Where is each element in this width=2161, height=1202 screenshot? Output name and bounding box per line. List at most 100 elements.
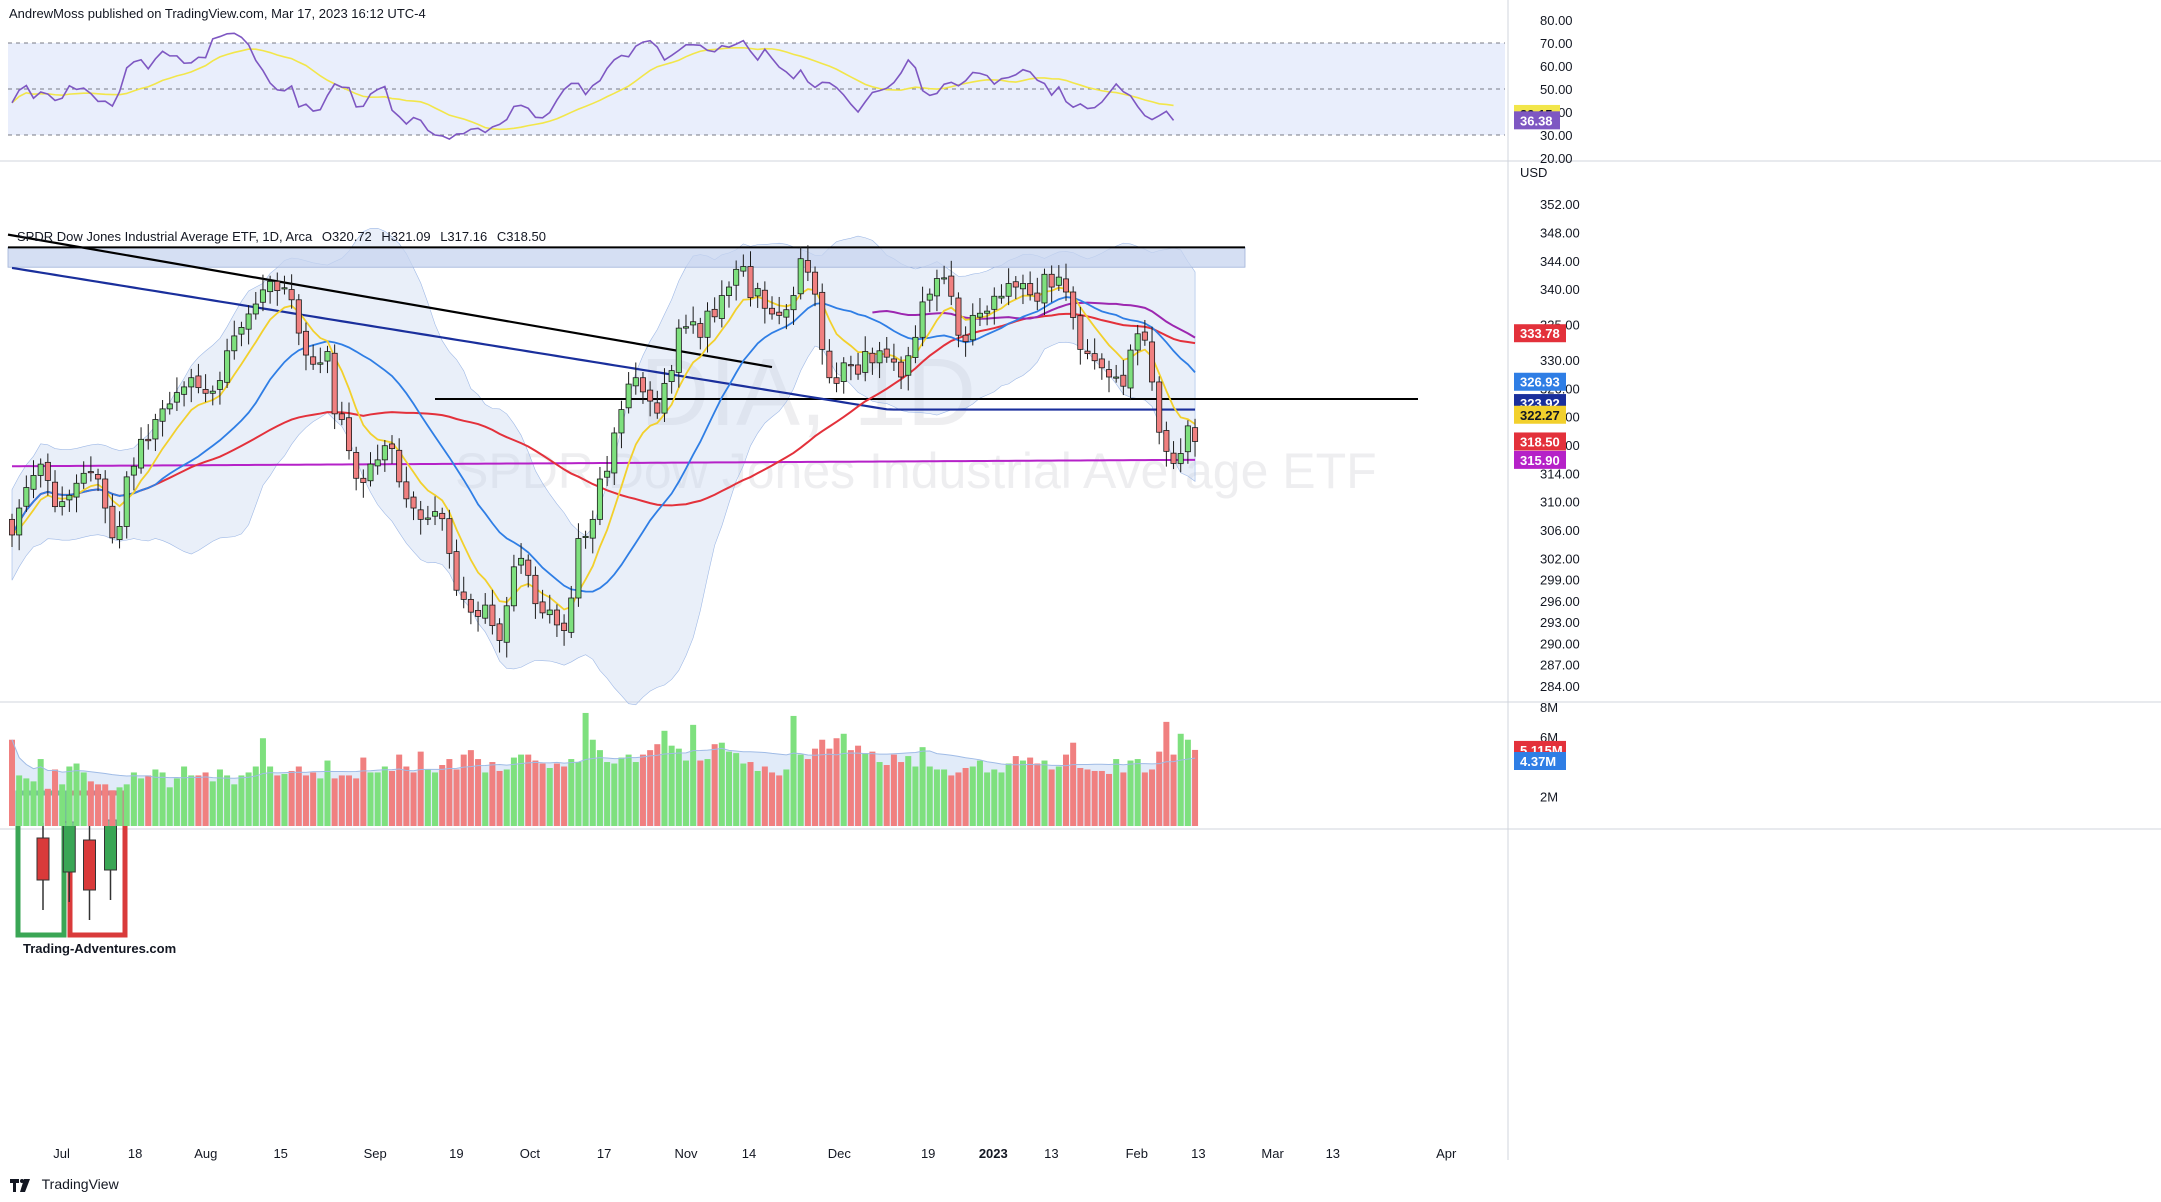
candle bbox=[403, 466, 410, 508]
candle bbox=[460, 576, 467, 609]
price-axis-tick: 314.00 bbox=[1540, 466, 1580, 481]
candle bbox=[539, 589, 546, 619]
candle bbox=[797, 246, 804, 300]
volume-bar bbox=[625, 754, 632, 826]
candle-body bbox=[948, 275, 955, 297]
candle bbox=[561, 614, 568, 646]
volume-bar bbox=[704, 759, 711, 826]
candle-body bbox=[73, 482, 80, 498]
time-axis-label: Feb bbox=[1126, 1146, 1148, 1161]
candle-body bbox=[733, 268, 740, 286]
candle-body bbox=[338, 413, 345, 420]
candle-body bbox=[1170, 452, 1177, 464]
candle-body bbox=[833, 377, 840, 384]
candle bbox=[682, 314, 689, 334]
candle bbox=[302, 322, 309, 371]
tradingview-footer[interactable]: TradingView bbox=[10, 1176, 119, 1192]
volume-bar bbox=[1098, 770, 1105, 826]
price-axis-tick: 340.00 bbox=[1540, 282, 1580, 297]
candle bbox=[1019, 274, 1026, 305]
volume-bar bbox=[582, 712, 589, 826]
candle-body bbox=[1127, 349, 1134, 389]
volume-bar bbox=[23, 778, 30, 826]
symbol-name: SPDR Dow Jones Industrial Average ETF, 1… bbox=[17, 229, 313, 244]
volume-bar bbox=[1091, 770, 1098, 826]
candle-body bbox=[432, 511, 439, 517]
volume-bar bbox=[259, 738, 266, 826]
volume-bar bbox=[1005, 763, 1012, 826]
volume-bar bbox=[181, 766, 188, 826]
volume-bar bbox=[668, 745, 675, 826]
price-axis-unit: USD bbox=[1520, 165, 1547, 180]
volume-bar bbox=[1041, 760, 1048, 826]
volume-bar bbox=[475, 759, 482, 826]
candle bbox=[1048, 265, 1055, 303]
candle-body bbox=[195, 375, 202, 389]
sma21-line bbox=[11, 296, 1196, 593]
volume-bar bbox=[948, 775, 955, 826]
volume-bar bbox=[188, 775, 195, 826]
candle bbox=[367, 452, 374, 487]
candle bbox=[611, 427, 618, 486]
volume-bar bbox=[726, 751, 732, 826]
candle-body bbox=[16, 507, 23, 536]
volume-bar bbox=[1177, 733, 1184, 826]
candle-body bbox=[396, 449, 403, 483]
time-axis-label: 2023 bbox=[979, 1146, 1008, 1161]
candle bbox=[23, 475, 30, 512]
volume-bar bbox=[697, 760, 704, 826]
candle bbox=[59, 486, 66, 516]
volume-bar bbox=[238, 775, 245, 826]
volume-bar bbox=[102, 784, 109, 826]
candle bbox=[195, 363, 202, 394]
volume-bar bbox=[761, 766, 768, 826]
candle-body bbox=[704, 310, 711, 338]
candle bbox=[812, 266, 819, 307]
candle-body bbox=[345, 417, 352, 452]
rsi-panel: 80.0070.0060.0050.0040.0030.0020.0039.15… bbox=[8, 13, 1573, 166]
candle bbox=[238, 321, 245, 347]
candle-body bbox=[855, 364, 862, 375]
candle bbox=[553, 604, 560, 637]
candle-body bbox=[1055, 276, 1062, 286]
price-tag bbox=[1514, 405, 1566, 424]
candle-body bbox=[44, 461, 51, 481]
time-axis-label: Aug bbox=[194, 1146, 217, 1161]
candle bbox=[855, 352, 862, 380]
volume-axis-tick: 8M bbox=[1540, 700, 1558, 715]
volume-bar bbox=[539, 763, 546, 826]
volume-bar bbox=[833, 738, 840, 826]
volume-bar bbox=[561, 766, 568, 826]
candle bbox=[138, 427, 145, 474]
candle bbox=[991, 287, 998, 325]
watermark-description: SPDR Dow Jones Industrial Average ETF bbox=[455, 443, 1377, 499]
candle bbox=[962, 326, 969, 357]
price-axis-tick: 287.00 bbox=[1540, 658, 1580, 673]
candle bbox=[1113, 364, 1120, 383]
volume-bar bbox=[496, 770, 503, 826]
candle-body bbox=[783, 309, 790, 318]
candle bbox=[704, 302, 711, 353]
price-axis-tick: 344.00 bbox=[1540, 254, 1580, 269]
rsi-axis-tick: 70.00 bbox=[1540, 36, 1573, 51]
candle-body bbox=[919, 301, 926, 338]
candle-body bbox=[302, 330, 309, 356]
candle-body bbox=[682, 326, 689, 329]
volume-bar bbox=[518, 754, 525, 826]
candle-body bbox=[145, 438, 152, 442]
candle bbox=[338, 401, 345, 426]
candle bbox=[690, 306, 697, 334]
tradingview-logo-icon bbox=[10, 1178, 30, 1192]
volume-bar bbox=[804, 759, 811, 826]
volume-bar bbox=[1113, 759, 1120, 826]
candle bbox=[668, 364, 675, 394]
volume-bar bbox=[152, 769, 159, 826]
published-by-header: AndrewMoss published on TradingView.com,… bbox=[9, 6, 426, 21]
candle-body bbox=[582, 535, 589, 538]
candle bbox=[890, 343, 897, 371]
candle bbox=[1077, 306, 1084, 365]
rsi-axis-tick: 50.00 bbox=[1540, 82, 1573, 97]
volume-bar bbox=[776, 775, 783, 826]
